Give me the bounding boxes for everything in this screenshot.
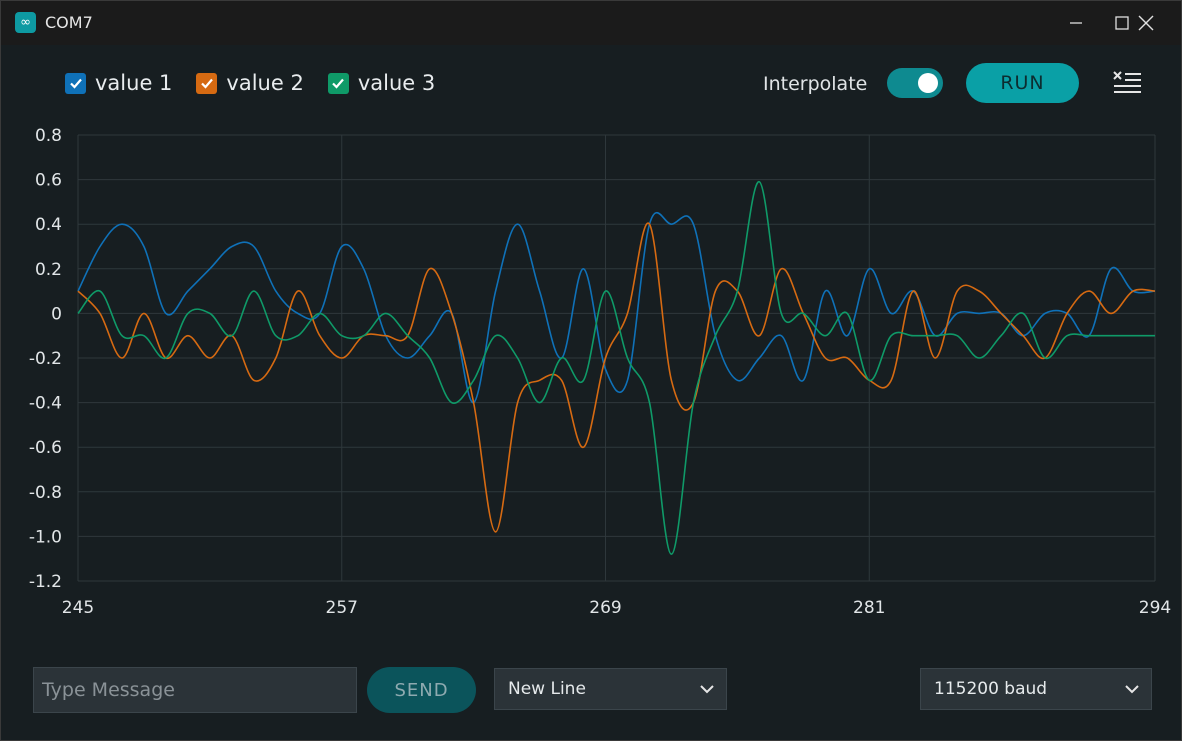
- maximize-icon: [1115, 16, 1129, 30]
- window-title: COM7: [45, 13, 93, 32]
- checkbox-value-1[interactable]: [65, 72, 86, 94]
- y-tick-label: -1.0: [29, 527, 62, 547]
- legend: value 1 value 2 value 3: [65, 71, 459, 95]
- check-icon: [201, 78, 213, 89]
- chevron-down-icon: [700, 684, 714, 693]
- series-line-value-1: [77, 211, 1156, 404]
- legend-label: value 3: [357, 71, 436, 95]
- y-tick-label: 0: [51, 304, 62, 324]
- chevron-down-icon: [1125, 684, 1139, 693]
- y-tick-label: 0.6: [35, 171, 62, 191]
- close-button[interactable]: [1123, 1, 1169, 45]
- toggle-knob: [918, 73, 938, 93]
- message-input[interactable]: [33, 667, 357, 713]
- close-icon: [1138, 15, 1154, 31]
- legend-label: value 1: [95, 71, 173, 95]
- series-line-value-3: [77, 180, 1155, 555]
- check-icon: [69, 78, 82, 89]
- y-tick-label: -0.8: [29, 483, 62, 503]
- legend-item-value-2[interactable]: value 2: [196, 71, 304, 95]
- clear-list-icon: [1113, 71, 1141, 93]
- run-button[interactable]: RUN: [966, 63, 1079, 103]
- clear-button[interactable]: [1111, 69, 1143, 97]
- maximize-button[interactable]: [1099, 1, 1145, 45]
- y-tick-label: 0.8: [35, 126, 62, 146]
- y-tick-label: -0.6: [29, 438, 62, 458]
- minimize-icon: [1070, 22, 1082, 24]
- interpolate-toggle[interactable]: [887, 68, 943, 98]
- legend-label: value 2: [226, 71, 304, 95]
- y-tick-label: 0.2: [35, 260, 62, 280]
- series-line-value-2: [77, 222, 1156, 533]
- x-tick-label: 245: [62, 598, 94, 618]
- checkbox-value-3[interactable]: [327, 72, 349, 94]
- x-tick-label: 257: [326, 598, 358, 618]
- line-chart: 0.8 0.6 0.4 0.2 0 -0.2 -0.4 -0.6 -0.8 -1.0 -1.2245…: [29, 126, 1171, 618]
- x-tick-label: 281: [853, 598, 885, 618]
- line-ending-select[interactable]: New Line: [494, 668, 727, 710]
- send-button[interactable]: SEND: [367, 667, 476, 713]
- interpolate-label: Interpolate: [763, 73, 868, 95]
- checkbox-value-2[interactable]: [196, 72, 218, 94]
- x-tick-label: 269: [589, 598, 621, 618]
- x-tick-label: 294: [1139, 598, 1171, 618]
- y-tick-label: -0.2: [29, 349, 62, 369]
- baud-rate-select[interactable]: 115200 baud: [920, 668, 1152, 710]
- plot-area: 0.8 0.6 0.4 0.2 0 -0.2 -0.4 -0.6 -0.8 -1.0 -1.2 245…: [1, 116, 1182, 636]
- legend-item-value-3[interactable]: value 3: [327, 71, 436, 95]
- y-tick-label: -1.2: [29, 572, 62, 592]
- baud-rate-value: 115200 baud: [934, 679, 1048, 699]
- title-bar: ∞ COM7: [1, 1, 1181, 45]
- y-tick-label: -0.4: [29, 394, 62, 414]
- arduino-icon: ∞: [15, 12, 36, 33]
- y-tick-label: 0.4: [35, 215, 62, 235]
- check-icon: [332, 78, 345, 89]
- legend-item-value-1[interactable]: value 1: [65, 71, 172, 95]
- line-ending-value: New Line: [508, 679, 586, 699]
- minimize-button[interactable]: [1053, 1, 1099, 45]
